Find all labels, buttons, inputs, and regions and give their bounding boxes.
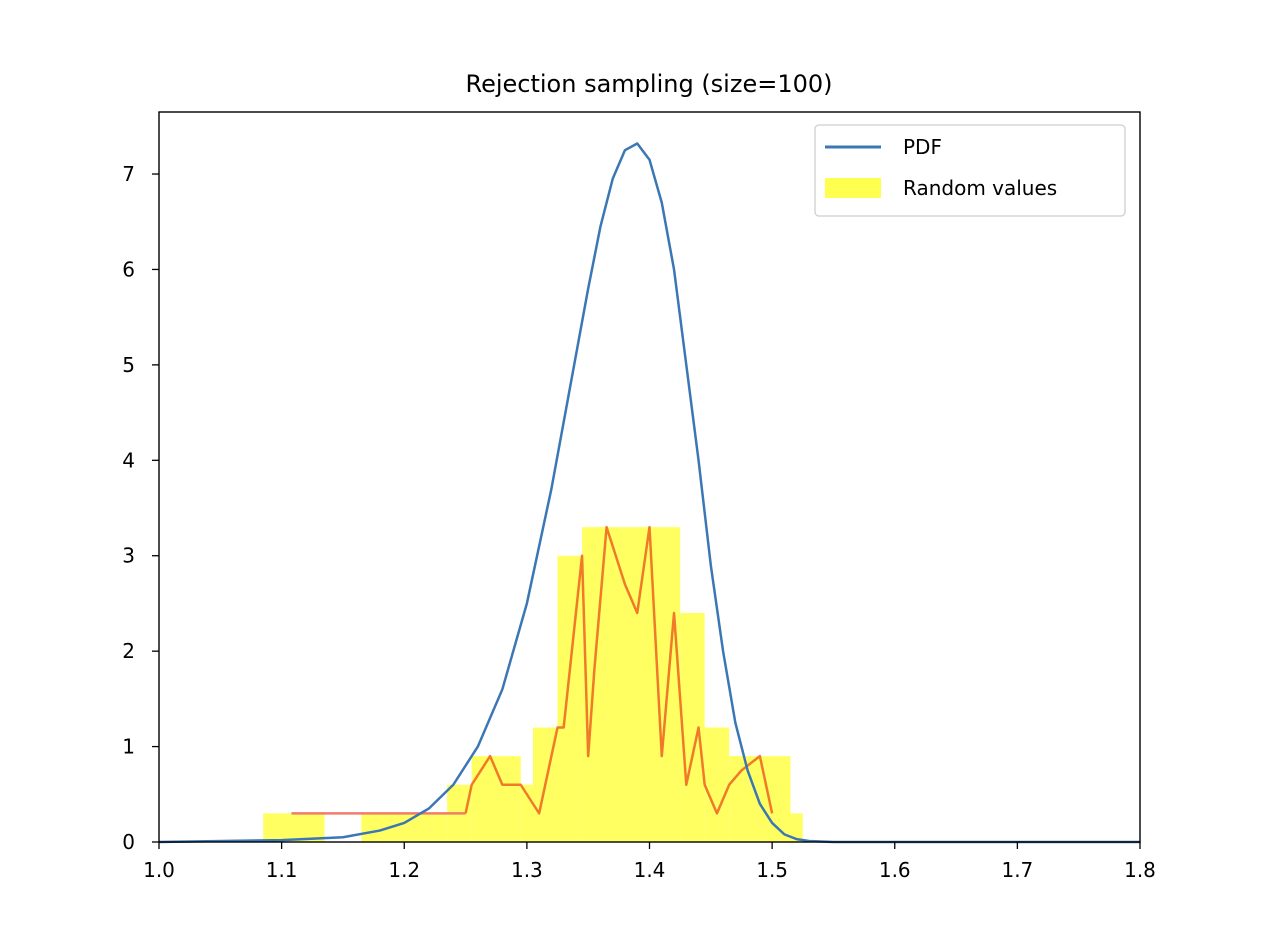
x-tick-label: 1.3 [511, 858, 543, 882]
y-tick-label: 5 [122, 353, 135, 377]
x-tick-label: 1.6 [879, 858, 911, 882]
plot-area [158, 142, 1140, 844]
y-tick-label: 0 [122, 830, 135, 854]
y-tick-label: 4 [122, 448, 135, 472]
histogram-bar [263, 813, 325, 842]
x-tick-label: 1.5 [756, 858, 788, 882]
histogram-bar [790, 813, 803, 842]
histogram-bar [729, 756, 791, 842]
x-tick-label: 1.2 [388, 858, 420, 882]
histogram-bar [680, 612, 705, 842]
legend-label-pdf: PDF [903, 135, 942, 159]
y-tick-label: 2 [122, 639, 135, 663]
legend-random-values-swatch [825, 178, 881, 198]
legend-label-random-values: Random values [903, 176, 1057, 200]
y-tick-label: 1 [122, 735, 135, 759]
chart-title: Rejection sampling (size=100) [465, 70, 832, 98]
y-tick-label: 3 [122, 544, 135, 568]
histogram-bar [704, 727, 730, 842]
pdf-series-line [158, 142, 1140, 844]
legend-box [814, 124, 1126, 217]
histogram-bar [582, 527, 681, 842]
histogram-bar [361, 813, 448, 842]
x-tick-label: 1.1 [266, 858, 298, 882]
y-tick-label: 6 [122, 257, 135, 281]
x-tick-label: 1.0 [143, 858, 175, 882]
legend: PDF Random values [814, 124, 1126, 217]
x-tick-label: 1.7 [1001, 858, 1033, 882]
y-tick-label: 7 [122, 162, 135, 186]
axes: 1.0 1.1 1.2 1.3 1.4 1.5 1.6 1.7 1.8 0 1 2 3 4 5 6 7 [122, 162, 1156, 882]
x-tick-label: 1.8 [1124, 858, 1156, 882]
overlay-series-line [464, 525, 774, 815]
x-tick-label: 1.4 [634, 858, 666, 882]
